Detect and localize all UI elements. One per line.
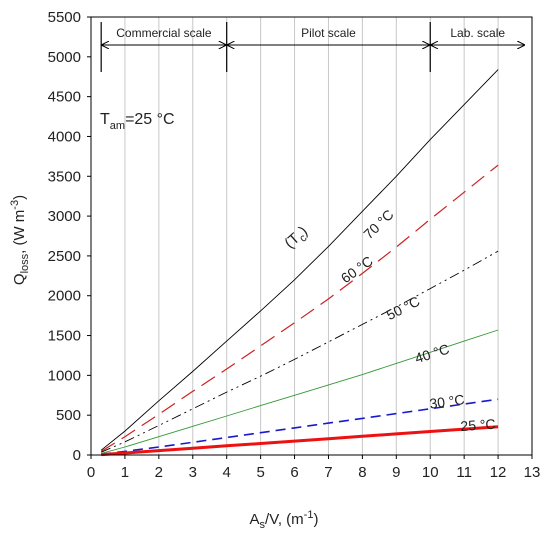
x-tick-labels: 0 1 2 3 4 5 6 7 8 9 10 11 12 13 bbox=[87, 455, 541, 481]
series-label: 60 °C bbox=[338, 253, 376, 287]
series-line bbox=[101, 425, 499, 457]
y-tick-label: 2000 bbox=[48, 288, 81, 305]
series-label: 70 °C bbox=[360, 206, 396, 242]
x-tick-label: 2 bbox=[155, 464, 163, 481]
x-tick-label: 5 bbox=[256, 464, 264, 481]
series-line bbox=[101, 250, 499, 453]
y-tick-label: 4500 bbox=[48, 89, 81, 106]
x-tick-label: 12 bbox=[490, 464, 507, 481]
y-tick-label: 1000 bbox=[48, 367, 81, 384]
series-labels: 70 °C 60 °C 50 °C 40 °C 30 °C 25 °C bbox=[338, 206, 496, 434]
y-axis-title: Qloss, (W m-3) bbox=[9, 195, 31, 285]
series-lines bbox=[100, 69, 499, 457]
x-tick-label: 7 bbox=[324, 464, 332, 481]
y-tick-label: 500 bbox=[56, 407, 81, 424]
x-tick-label: 4 bbox=[223, 464, 231, 481]
x-tick-label: 8 bbox=[358, 464, 366, 481]
y-tick-label: 1500 bbox=[48, 328, 81, 345]
y-tick-labels: 0 500 1000 1500 2000 2500 3000 3500 4000 4500 5000… bbox=[48, 9, 91, 464]
x-tick-label: 10 bbox=[422, 464, 439, 481]
series-label: 30 °C bbox=[428, 391, 465, 412]
x-tick-label: 6 bbox=[290, 464, 298, 481]
series-line bbox=[100, 69, 499, 451]
y-tick-label: 3000 bbox=[48, 208, 81, 225]
coolant-temperature-annotation: (Tc) bbox=[281, 223, 313, 254]
series-label: 25 °C bbox=[460, 416, 496, 434]
series-line bbox=[101, 398, 499, 455]
y-tick-label: 4000 bbox=[48, 128, 81, 145]
plot-grid bbox=[124, 17, 499, 455]
x-tick-label: 11 bbox=[456, 464, 472, 481]
series-label: 40 °C bbox=[413, 341, 451, 367]
series-label: 50 °C bbox=[384, 293, 423, 323]
plot-frame bbox=[90, 16, 533, 456]
x-tick-label: 3 bbox=[189, 464, 197, 481]
x-tick-label: 13 bbox=[524, 464, 541, 481]
x-axis-title: As/V, (m-1) bbox=[250, 509, 319, 531]
x-tick-label: 1 bbox=[121, 464, 129, 481]
y-tick-label: 3500 bbox=[48, 168, 81, 185]
scale-label: Pilot scale bbox=[301, 26, 356, 40]
ambient-temperature-annotation: Tam=25 °C bbox=[100, 111, 175, 132]
scale-label: Lab. scale bbox=[450, 26, 505, 40]
y-tick-label: 5500 bbox=[48, 9, 81, 26]
y-tick-label: 2500 bbox=[48, 248, 81, 265]
x-tick-label: 9 bbox=[392, 464, 400, 481]
x-tick-label: 0 bbox=[87, 464, 95, 481]
scale-region-markers: Commercial scale Pilot scale Lab. scale bbox=[100, 22, 524, 72]
scale-label: Commercial scale bbox=[116, 26, 212, 40]
y-tick-label: 0 bbox=[73, 447, 81, 464]
series-line bbox=[101, 329, 499, 454]
y-tick-label: 5000 bbox=[48, 49, 81, 66]
